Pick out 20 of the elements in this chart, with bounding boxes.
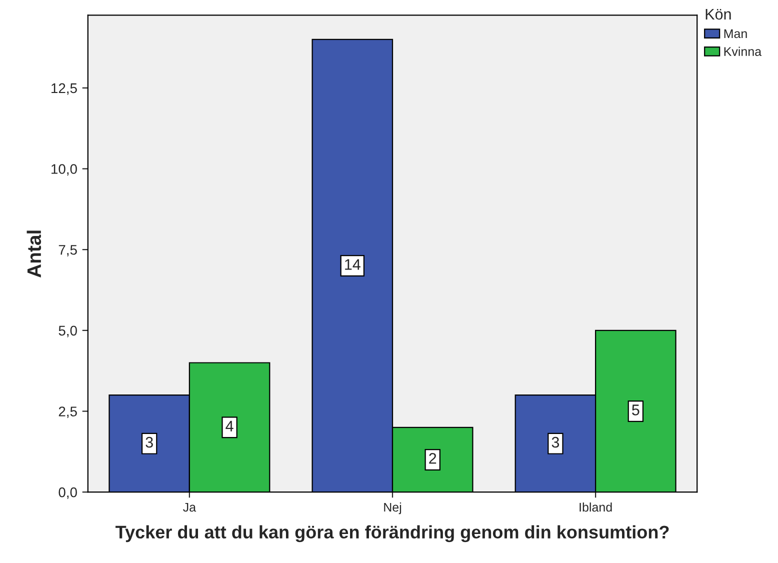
y-axis-title: Antal — [26, 230, 42, 278]
data-label: 5 — [632, 404, 640, 416]
data-label: 14 — [345, 259, 360, 270]
y-tick-label: 5,0 — [58, 326, 77, 338]
x-tick-label: Nej — [384, 502, 402, 514]
y-tick-label: 10,0 — [52, 164, 77, 176]
y-tick-label: 0,0 — [58, 487, 77, 499]
y-tick-label: 12,5 — [52, 83, 77, 95]
data-label: 4 — [226, 420, 234, 432]
data-label: 3 — [552, 436, 560, 448]
y-tick-label: 7,5 — [58, 245, 77, 256]
x-tick-label: Ja — [183, 502, 196, 512]
y-tick-label: 2,5 — [58, 406, 77, 418]
legend-label: Man — [724, 29, 747, 38]
legend-label: Kvinna — [724, 46, 762, 56]
data-label: 2 — [429, 453, 436, 464]
legend-title: Kön — [706, 8, 731, 20]
x-axis-title: Tycker du att du kan göra en förändring genom din konsumtion? — [116, 525, 669, 542]
data-label: 3 — [146, 436, 153, 448]
x-tick-label: Ibland — [580, 502, 612, 512]
